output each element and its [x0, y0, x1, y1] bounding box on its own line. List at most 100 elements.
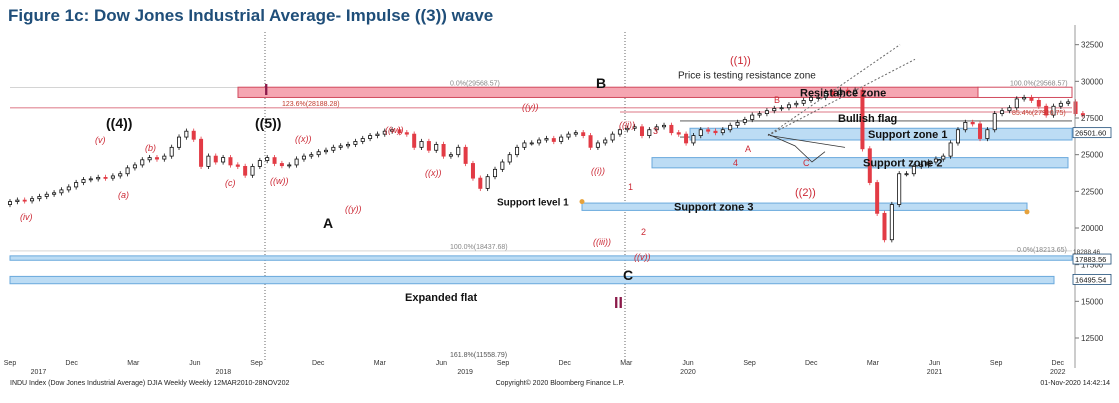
time-tick-label: Dec — [312, 360, 325, 367]
candle-body — [316, 151, 321, 156]
candle-body — [1073, 101, 1078, 115]
roman-II-label: II — [614, 295, 623, 312]
candle-body — [375, 133, 380, 136]
fib-low-right-label: 0.0%(18213.65) — [1017, 247, 1067, 254]
time-tick-label: Dec — [1052, 360, 1065, 367]
candle-body — [713, 130, 718, 134]
price-tick-label: 22500 — [1081, 187, 1104, 196]
price-testing-label: Price is testing resistance zone — [678, 70, 816, 81]
time-tick-label: Mar — [867, 360, 880, 367]
candle-body — [118, 173, 123, 177]
candle-body — [397, 129, 402, 134]
candle-body — [654, 126, 659, 131]
candle-body — [786, 104, 791, 109]
candle-body — [96, 176, 101, 180]
year-label: 2020 — [680, 369, 696, 376]
candle-body — [632, 126, 637, 129]
support-zone-3-marker — [1024, 209, 1030, 215]
projection-line-1 — [767, 44, 901, 137]
candle-body — [1007, 107, 1012, 112]
candle-body — [867, 148, 872, 183]
candle-body — [294, 158, 299, 166]
candle-body — [566, 133, 571, 138]
candle-body — [603, 139, 608, 144]
candle-body — [610, 133, 615, 141]
time-tick-label: Sep — [250, 360, 263, 367]
candle-body — [978, 123, 983, 139]
candle-body — [728, 124, 733, 131]
w-iv-label: (iv) — [20, 212, 33, 222]
time-axis: Sep Dec Mar Jun Sep Dec Mar Jun Sep Dec Mar Jun Sep D… — [4, 360, 1110, 387]
candle-body — [507, 154, 512, 163]
w-y-label: ((y)) — [345, 204, 362, 214]
footer-right: 01-Nov-2020 14:42:14 — [1040, 380, 1110, 387]
candle-body — [955, 129, 960, 144]
candle-body — [691, 135, 696, 144]
candle-body — [919, 164, 924, 167]
candle-body — [346, 143, 351, 147]
time-tick-label: Jun — [436, 360, 447, 367]
candle-body — [1066, 101, 1071, 104]
candle-body — [1036, 100, 1041, 107]
candle-body — [544, 138, 549, 141]
candle-body — [456, 146, 461, 156]
fib-1236-label: 123.6%(28188.28) — [282, 101, 340, 108]
fib-1618-label: 161.8%(11558.79) — [450, 352, 507, 359]
candle-body — [522, 142, 527, 148]
candle-body — [485, 176, 490, 189]
w-v-label: (v) — [95, 135, 106, 145]
candle-body — [816, 97, 821, 99]
candle-body — [52, 192, 57, 195]
candles-layer — [7, 87, 1085, 243]
w-b-label: (b) — [145, 143, 156, 153]
price-16495-tag-box — [1072, 273, 1112, 285]
price-26501-tag-box — [1072, 127, 1112, 139]
candle-body — [404, 132, 409, 135]
candle-body — [897, 173, 902, 205]
support-zone-2-label: Support zone 2 — [863, 158, 942, 170]
candle-body — [22, 199, 27, 202]
candle-body — [59, 189, 64, 194]
support-zone-1-label: Support zone 1 — [868, 129, 947, 141]
candle-body — [764, 110, 769, 114]
candle-body — [559, 136, 564, 142]
candle-body — [213, 155, 218, 163]
support-zone-1-rect — [689, 127, 1073, 141]
candle-body — [7, 201, 12, 205]
resistance-zone-extension — [977, 86, 1073, 98]
candle-body — [963, 122, 968, 131]
wave-C-label: C — [623, 267, 633, 283]
candle-body — [110, 175, 115, 179]
candle-body — [279, 163, 284, 167]
candle-body — [573, 132, 578, 135]
candle-body — [287, 164, 292, 167]
candle-body — [478, 177, 483, 189]
candle-body — [625, 127, 630, 131]
candle-body — [382, 130, 387, 135]
footer-left: INDU Index (Dow Jones Industrial Average… — [10, 380, 289, 387]
candle-body — [1080, 113, 1085, 116]
candle-body — [331, 146, 336, 151]
candle-body — [463, 146, 468, 164]
candle-body — [757, 113, 762, 116]
wave-A-label: A — [323, 215, 333, 231]
support-zone-2-rect — [651, 157, 1069, 169]
candle-body — [353, 141, 358, 145]
candle-body — [779, 107, 784, 110]
price-tick-label: 12500 — [1081, 334, 1104, 343]
price-tick-label: 27500 — [1081, 114, 1104, 123]
candle-body — [368, 135, 373, 139]
candle-body — [669, 124, 674, 134]
candle-body — [301, 155, 306, 160]
candle-body — [750, 114, 755, 120]
candle-body — [911, 165, 916, 175]
w-x2-label: ((x)) — [425, 168, 442, 178]
candle-body — [199, 138, 204, 167]
price-axis: 12500 15000 17500 20000 22500 25000 27500 30000… — [1072, 25, 1112, 368]
time-tick-label: Dec — [558, 360, 571, 367]
time-tick-label: Sep — [743, 360, 756, 367]
candle-body — [639, 126, 644, 137]
candle-body — [434, 143, 439, 151]
candle-body — [831, 91, 836, 95]
w-3-label: 3 — [653, 126, 658, 136]
